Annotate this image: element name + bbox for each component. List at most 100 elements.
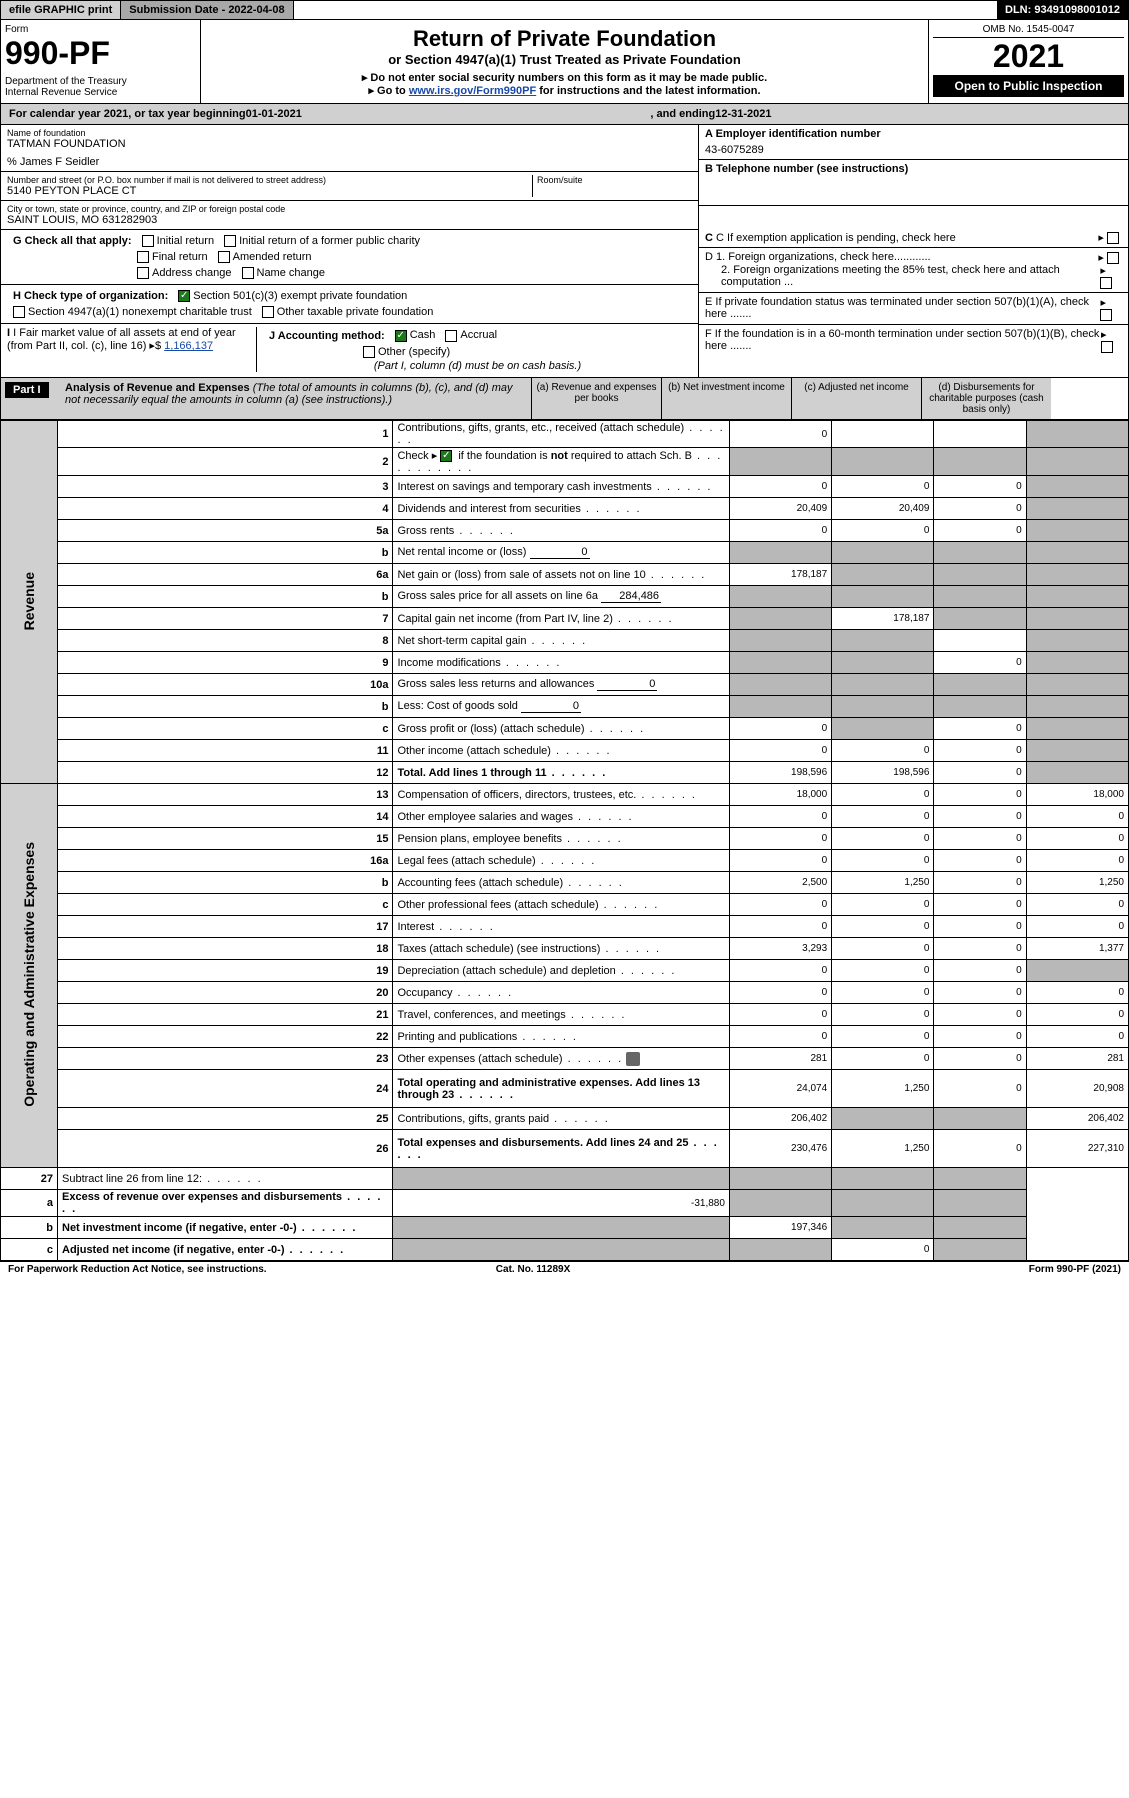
col-c-header: (c) Adjusted net income [791,378,921,419]
table-row: 4Dividends and interest from securities2… [1,498,1129,520]
g-label: G Check all that apply: [13,235,132,247]
dept-label: Department of the TreasuryInternal Reven… [5,76,196,98]
table-row: Revenue1Contributions, gifts, grants, et… [1,421,1129,448]
checkbox-initial-former[interactable] [224,235,236,247]
table-row: Operating and Administrative Expenses13C… [1,784,1129,806]
table-row: 17Interest0000 [1,916,1129,938]
part1-header-row: Part I Analysis of Revenue and Expenses … [0,378,1129,420]
a-label: A Employer identification number [705,128,881,140]
section-label: Operating and Administrative Expenses [1,784,58,1168]
table-row: 10aGross sales less returns and allowanc… [1,674,1129,696]
analysis-table: Revenue1Contributions, gifts, grants, et… [0,420,1129,1261]
checkbox-4947[interactable] [13,306,25,318]
form-title-block: Return of Private Foundation or Section … [201,20,928,103]
f-label: F If the foundation is in a 60-month ter… [705,328,1101,374]
checkbox-d2[interactable] [1100,277,1112,289]
part1-title-cell: Analysis of Revenue and Expenses (The to… [61,378,531,419]
checkbox-final[interactable] [137,251,149,263]
omb-number: OMB No. 1545-0047 [933,24,1124,38]
g-opt-2: Final return [152,251,208,263]
table-row: aExcess of revenue over expenses and dis… [1,1190,1129,1217]
e-cell: E If private foundation status was termi… [699,293,1128,325]
checkbox-other-taxable[interactable] [262,306,274,318]
table-row: 2Check ▸ if the foundation is not requir… [1,448,1129,476]
info-right: A Employer identification number 43-6075… [698,125,1128,377]
city: SAINT LOUIS, MO 631282903 [7,214,692,226]
checkbox-f[interactable] [1101,341,1113,353]
attachment-icon[interactable] [626,1052,640,1066]
address-cell: Number and street (or P.O. box number if… [1,172,698,201]
instr2-pre: ▸ Go to [368,85,408,97]
cal-mid: , and ending [650,108,715,120]
e-label: E If private foundation status was termi… [705,296,1100,321]
checkbox-cash[interactable] [395,330,407,342]
table-row: 14Other employee salaries and wages0000 [1,806,1129,828]
dln-val: 93491098001012 [1034,4,1120,16]
table-row: bNet rental income or (loss) 0 [1,542,1129,564]
j-other: Other (specify) [378,346,450,358]
footer-left: For Paperwork Reduction Act Notice, see … [8,1264,267,1275]
city-cell: City or town, state or province, country… [1,201,698,230]
g-opt-1: Initial return of a former public charit… [239,235,420,247]
table-row: bGross sales price for all assets on lin… [1,586,1129,608]
footer-mid: Cat. No. 11289X [496,1264,570,1275]
checkbox-501c3[interactable] [178,290,190,302]
cal-pre: For calendar year 2021, or tax year begi… [9,108,246,120]
calendar-year-row: For calendar year 2021, or tax year begi… [0,104,1129,125]
care-of: % James F Seidler [7,156,692,168]
table-row: 20Occupancy0000 [1,982,1129,1004]
table-row: 23Other expenses (attach schedule) 28100… [1,1048,1129,1070]
table-row: bAccounting fees (attach schedule)2,5001… [1,872,1129,894]
instr-link[interactable]: www.irs.gov/Form990PF [409,85,536,97]
form-title: Return of Private Foundation [207,26,922,52]
checkbox-d1[interactable] [1107,252,1119,264]
h-label: H Check type of organization: [13,290,168,302]
submission-date: Submission Date - 2022-04-08 [121,1,293,19]
j-note: (Part I, column (d) must be on cash basi… [263,360,692,372]
tax-year: 2021 [933,38,1124,75]
dln-label: DLN: [1005,4,1034,16]
checkbox-amended[interactable] [218,251,230,263]
footer-right: Form 990-PF (2021) [1029,1264,1121,1275]
instr-1: ▸ Do not enter social security numbers o… [207,71,922,84]
checkbox-name-change[interactable] [242,267,254,279]
i-value[interactable]: 1,166,137 [164,340,213,352]
table-row: cGross profit or (loss) (attach schedule… [1,718,1129,740]
efile-label: efile GRAPHIC print [1,1,121,19]
h-opt1: Section 501(c)(3) exempt private foundat… [193,290,407,302]
page-footer: For Paperwork Reduction Act Notice, see … [0,1261,1129,1277]
checkbox-initial-return[interactable] [142,235,154,247]
h-check-cell: H Check type of organization: Section 50… [1,285,698,324]
top-bar: efile GRAPHIC print Submission Date - 20… [0,0,1129,20]
checkbox-address-change[interactable] [137,267,149,279]
checkbox-schb[interactable] [440,450,452,462]
col-a-header: (a) Revenue and expenses per books [531,378,661,419]
checkbox-accrual[interactable] [445,330,457,342]
h-opt2: Section 4947(a)(1) nonexempt charitable … [28,306,252,318]
checkbox-e[interactable] [1100,309,1112,321]
table-row: 11Other income (attach schedule)000 [1,740,1129,762]
checkbox-c[interactable] [1107,232,1119,244]
subdate-val: - 2022-04-08 [222,4,285,16]
d1-label: D 1. Foreign organizations, check here..… [705,251,931,264]
table-row: 24Total operating and administrative exp… [1,1070,1129,1108]
dln: DLN: 93491098001012 [997,1,1128,19]
table-row: 6aNet gain or (loss) from sale of assets… [1,564,1129,586]
foundation-name: TATMAN FOUNDATION [7,138,692,150]
checkbox-other-method[interactable] [363,346,375,358]
j-accrual: Accrual [460,329,497,341]
instr-2: ▸ Go to www.irs.gov/Form990PF for instru… [207,84,922,97]
ein-cell: A Employer identification number 43-6075… [699,125,1128,160]
part1-title: Analysis of Revenue and Expenses [65,382,250,394]
c-label: C If exemption application is pending, c… [716,232,956,244]
j-cash: Cash [410,329,436,341]
form-id-block: Form 990-PF Department of the TreasuryIn… [1,20,201,103]
city-label: City or town, state or province, country… [7,204,692,214]
form-label: Form [5,24,196,35]
table-row: bNet investment income (if negative, ent… [1,1217,1129,1239]
col-b-header: (b) Net investment income [661,378,791,419]
f-cell: F If the foundation is in a 60-month ter… [699,325,1128,377]
h-opt3: Other taxable private foundation [277,306,434,318]
table-row: 3Interest on savings and temporary cash … [1,476,1129,498]
phone-cell: B Telephone number (see instructions) [699,160,1128,206]
